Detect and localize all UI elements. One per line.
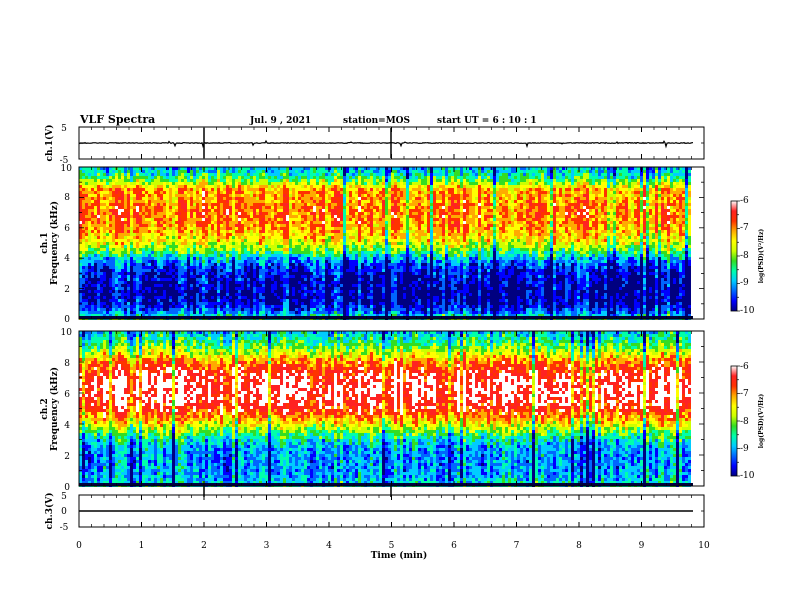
ch2-freq-ylabel: Frequency (kHz) [49,367,60,451]
ch1-spectrogram-ticks [78,166,705,320]
time-tick-label: 6 [451,541,457,551]
ch1-voltage-ytick: 5 [61,124,67,134]
ch2-colorbar-ticks [737,365,740,477]
ch1-colorbar-tick: -7 [740,223,749,233]
ch1-freq-ytick: 8 [64,193,70,203]
ch2-colorbar-tick: -9 [740,444,749,454]
time-tick-label: 3 [264,541,270,551]
time-tick-labels: 0 1 2 3 4 5 6 7 8 9 10 [76,541,710,551]
ch1-freq-ytick: 2 [64,285,70,295]
ch1-freq-ytick: 10 [61,164,73,174]
start-time-label: start UT = 6 : 10 : 1 [437,116,537,126]
ch1-voltage-ylabel: ch.1(V) [44,125,55,162]
date-label: Jul. 9 , 2021 [249,116,311,126]
ch1-freq-ytick: 6 [64,224,70,234]
ch1-colorbar [730,200,738,312]
ch3-voltage-ytick: 5 [61,492,67,502]
station-label: station=MOS [343,116,410,126]
ch2-freq-ytick: 2 [64,452,70,462]
ch1-freq-ylabel: Frequency (kHz) [49,201,60,285]
time-tick-label: 0 [76,541,82,551]
time-tick-label: 7 [514,541,520,551]
time-tick-label: 10 [698,541,710,551]
ch1-spectrogram-panel: 0 2 4 6 8 10 ch.1 Frequency (kHz) -6 -7 … [40,164,765,325]
ch1-freq-ylabel-channel: ch.1 [40,232,50,253]
ch3-voltage-panel: 5 0 -5 ch.3(V) [44,486,705,533]
ch1-colorbar-label: log(PSD)(V²/Hz) [758,229,765,284]
ch2-colorbar-tick: -7 [740,389,749,399]
ch3-voltage-ytick: 0 [61,507,67,517]
ch2-spectrogram-image [79,331,704,487]
ch3-voltage-ticks [78,486,705,528]
ch2-colorbar-tick: -8 [740,417,749,427]
ch1-freq-ytick: 0 [64,315,70,325]
ch2-colorbar-tick: -6 [740,362,749,372]
ch1-voltage-ytick: -5 [60,156,69,166]
ch1-freq-ytick: 4 [64,254,70,264]
time-tick-label: 1 [139,541,145,551]
ch1-colorbar-tick: -10 [740,306,755,316]
time-tick-label: 8 [576,541,582,551]
ch2-colorbar-label: log(PSD)(V²/Hz) [758,394,765,449]
time-tick-label: 4 [326,541,332,551]
time-axis: 0 1 2 3 4 5 6 7 8 9 10 Time (min) [76,541,710,561]
ch2-freq-ytick: 0 [64,483,70,493]
ch2-freq-ytick: 6 [64,390,70,400]
ch1-voltage-panel: 5 -5 ch.1(V) [44,124,705,166]
ch2-freq-ylabel-channel: ch.2 [40,398,50,419]
ch2-freq-ytick: 4 [64,421,70,431]
ch2-freq-ytick: 10 [61,328,73,338]
time-tick-label: 5 [389,541,395,551]
ch1-colorbar-tick: -8 [740,251,749,261]
ch2-spectrogram-panel: 0 2 4 6 8 10 ch.2 Frequency (kHz) -6 -7 … [40,328,765,493]
ch1-colorbar-tick: -6 [740,196,749,206]
ch1-spectrogram-image [79,167,704,320]
ch3-voltage-ylabel: ch.3(V) [44,493,55,530]
ch2-colorbar [730,365,738,477]
ch3-voltage-ytick: -5 [60,523,69,533]
time-tick-label: 9 [639,541,645,551]
ch1-colorbar-tick: -9 [740,278,749,288]
ch1-colorbar-ticks [737,200,740,312]
time-tick-label: 2 [201,541,207,551]
ch2-freq-ytick: 8 [64,359,70,369]
ch1-voltage-trace [78,128,694,158]
ch2-spectrogram-ticks [78,330,705,487]
time-axis-label: Time (min) [371,550,428,561]
ch2-colorbar-tick: -10 [740,471,755,481]
figure-title: VLF Spectra [79,113,155,126]
